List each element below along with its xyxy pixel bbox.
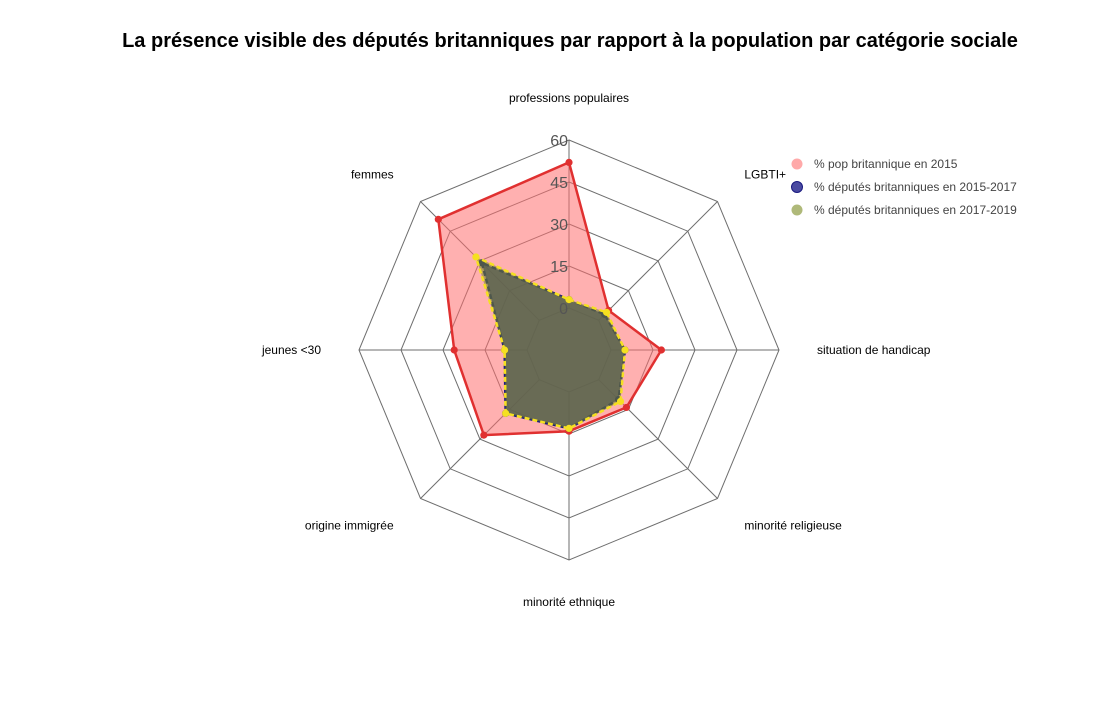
axis-label: origine immigrée — [305, 518, 394, 532]
data-point — [565, 296, 573, 304]
tick-label: 0 — [559, 301, 568, 318]
data-point — [621, 346, 629, 354]
axis-label: professions populaires — [509, 91, 629, 105]
legend-swatch — [791, 204, 803, 216]
grid-spoke — [598, 201, 718, 321]
data-point — [622, 403, 631, 412]
chart-title: La présence visible des députés britanni… — [122, 30, 1018, 52]
legend-item: % députés britanniques en 2017-2019 — [791, 203, 1017, 217]
radial-ticks: 0 15 30 45 60 — [550, 133, 568, 318]
tick-label: 45 — [550, 175, 568, 192]
legend-swatch — [791, 158, 803, 170]
data-point — [480, 431, 488, 439]
legend-item: % pop britannique en 2015 — [791, 157, 958, 171]
series-3 — [472, 253, 629, 432]
data-point — [603, 308, 611, 316]
legend-label: % députés britanniques en 2017-2019 — [814, 203, 1017, 217]
legend-label: % députés britanniques en 2015-2017 — [814, 180, 1017, 194]
axis-label: LGBTI+ — [744, 168, 786, 182]
data-point — [616, 397, 625, 406]
data-point — [657, 346, 666, 354]
data-point — [565, 158, 573, 166]
legend-item: % députés britanniques en 2015-2017 — [791, 180, 1017, 194]
data-point — [501, 346, 509, 354]
tick-label: 30 — [550, 217, 568, 234]
axis-label: minorité religieuse — [744, 518, 842, 532]
axis-label: femmes — [351, 168, 394, 182]
series-area — [473, 254, 627, 430]
legend: % pop britannique en 2015 % députés brita… — [791, 157, 1017, 217]
data-point — [472, 253, 480, 261]
axis-label: jeunes <30 — [261, 343, 321, 357]
series-layer — [434, 158, 666, 439]
axis-labels: professions populaires LGBTI+ situation de… — [261, 91, 931, 609]
legend-swatch — [791, 181, 803, 193]
legend-label: % pop britannique en 2015 — [814, 157, 958, 171]
tick-label: 15 — [550, 259, 568, 276]
axis-label: minorité ethnique — [523, 595, 615, 609]
data-point — [565, 424, 573, 432]
axis-label: situation de handicap — [817, 343, 931, 357]
data-point — [434, 215, 442, 223]
data-point — [502, 409, 510, 417]
data-point — [450, 346, 458, 354]
tick-label: 60 — [550, 133, 568, 150]
